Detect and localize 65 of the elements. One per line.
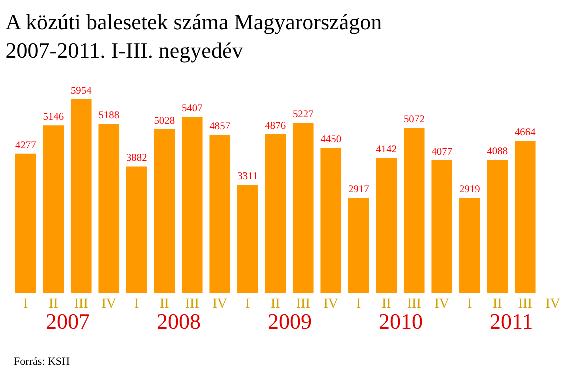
text: 2008 — [157, 309, 201, 334]
x-tick-label: III — [518, 297, 533, 312]
bar — [154, 129, 176, 293]
data-label: 2917 — [348, 184, 370, 196]
x-tick-label: IV — [212, 297, 228, 312]
bar — [43, 126, 64, 293]
bar — [237, 185, 258, 293]
text: 2010 — [379, 309, 423, 334]
bar — [487, 160, 508, 293]
data-label: 5146 — [43, 112, 64, 124]
bar — [320, 148, 342, 293]
text: 2007 — [46, 309, 90, 334]
x-tick-label: II — [48, 297, 59, 312]
data-label: 4857 — [210, 121, 231, 132]
bar — [210, 135, 231, 293]
bar — [432, 160, 453, 293]
data-label: 4142 — [376, 144, 398, 156]
x-tick-label: I — [134, 297, 140, 312]
x-tick-label: II — [160, 297, 170, 312]
data-label: 4088 — [487, 146, 508, 158]
x-tick-label: I — [246, 297, 251, 312]
bar — [348, 198, 370, 293]
bar — [265, 134, 286, 293]
chart-title: A közúti balesetek száma Magyarországon 2007-2011. I-III. negyedév — [6, 9, 382, 64]
data-label: 3311 — [237, 172, 258, 183]
x-tick-label: IV — [324, 297, 339, 312]
x-tick-label: III — [185, 297, 200, 312]
x-tick-label: II — [492, 297, 503, 312]
x-tick-label: IV — [102, 297, 117, 312]
bar — [182, 117, 203, 293]
data-label: 4277 — [15, 140, 36, 152]
bar — [126, 166, 148, 293]
x-tick-label: II — [270, 297, 281, 312]
text: 2011 — [490, 309, 534, 334]
x-tick-label: I — [468, 297, 473, 312]
data-label: 5188 — [98, 110, 120, 122]
data-label: 4664 — [514, 128, 537, 139]
x-tick-label: IV — [434, 297, 450, 312]
x-tick-label: III — [407, 297, 422, 312]
x-tick-label: II — [382, 297, 392, 312]
data-label: 5028 — [154, 116, 176, 127]
data-label: 4876 — [265, 120, 286, 132]
x-tick-label: I — [356, 297, 362, 312]
data-label: 2919 — [459, 184, 480, 196]
bar — [70, 99, 92, 293]
bar — [376, 158, 398, 293]
data-label: 4450 — [320, 134, 342, 146]
bar — [15, 154, 36, 293]
data-label: 5954 — [70, 86, 93, 97]
data-label: 3882 — [126, 153, 148, 164]
x-tick-label: IV — [546, 297, 561, 312]
text: 2009 — [268, 309, 312, 334]
text: Forrás: KSH — [14, 356, 70, 368]
data-label: 5227 — [292, 109, 314, 120]
x-tick-label: I — [24, 297, 29, 312]
x-tick-label: III — [74, 297, 89, 312]
bar — [514, 141, 536, 293]
data-label: 4077 — [432, 146, 453, 158]
x-tick-label: III — [296, 297, 311, 312]
data-label: 5072 — [404, 114, 425, 126]
data-label: 5407 — [182, 104, 203, 115]
bar — [404, 128, 425, 293]
bar — [98, 124, 120, 293]
bar — [459, 198, 480, 293]
bar — [292, 123, 314, 293]
